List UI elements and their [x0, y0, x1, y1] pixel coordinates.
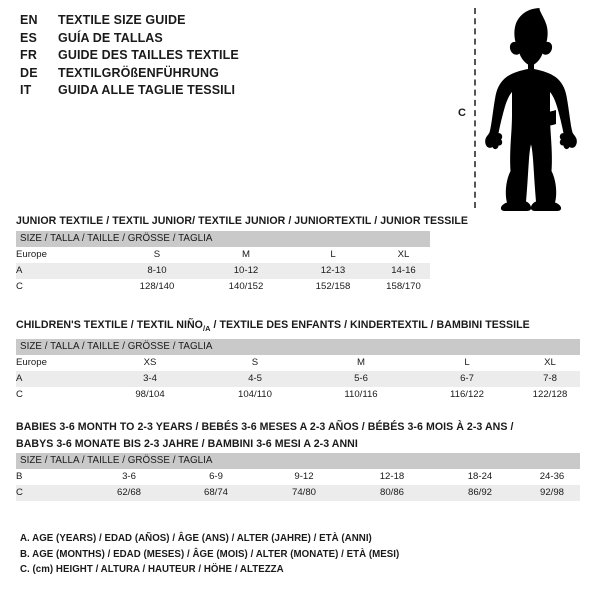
row-label: C	[16, 278, 111, 295]
table-cell: XL	[377, 246, 430, 263]
section-title-children: CHILDREN'S TEXTILE / TEXTIL NIÑO/A / TEX…	[16, 318, 580, 337]
table-cell: 80/86	[348, 485, 436, 501]
table-cell: 5-6	[308, 370, 414, 387]
legend-line-b: B. AGE (MONTHS) / EDAD (MESES) / ÂGE (MO…	[20, 548, 400, 560]
section-title-children-subscript: /A	[202, 324, 211, 334]
table-cell: 140/152	[203, 278, 289, 295]
row-label: A	[16, 370, 98, 387]
language-row-es: ES GUÍA DE TALLAS	[20, 31, 440, 49]
table-cell: 110/116	[308, 386, 414, 403]
section-junior-textile: JUNIOR TEXTILE / TEXTIL JUNIOR/ TEXTILE …	[16, 214, 468, 295]
row-label: Europe	[16, 246, 111, 263]
language-title: GUÍA DE TALLAS	[58, 30, 163, 45]
table-row: C 62/68 68/74 74/80 80/86 86/92 92/98	[16, 485, 580, 501]
table-cell: S	[111, 246, 203, 263]
table-cell: 68/74	[172, 485, 260, 501]
table-cell: XS	[98, 354, 202, 371]
language-title-block: EN TEXTILE SIZE GUIDE ES GUÍA DE TALLAS …	[20, 13, 440, 101]
table-cell: L	[289, 246, 377, 263]
table-cell: 6-9	[172, 469, 260, 485]
table-cell: 24-36	[524, 469, 580, 485]
section-babies-textile: BABIES 3-6 MONTH TO 2-3 YEARS / BEBÉS 3-…	[16, 420, 580, 501]
language-title: GUIDA ALLE TAGLIE TESSILI	[58, 83, 236, 98]
section-title-children-pre: CHILDREN'S TEXTILE / TEXTIL NIÑO	[16, 319, 203, 331]
table-cell: 8-10	[111, 262, 203, 279]
table-cell: 3-6	[86, 469, 172, 485]
table-cell: 152/158	[289, 278, 377, 295]
table-cell: M	[203, 246, 289, 263]
language-row-de: DE TEXTILGRÖßENFÜHRUNG	[20, 66, 440, 84]
language-code: FR	[20, 48, 38, 63]
height-dashed-guide-line	[474, 8, 476, 208]
section-title-junior: JUNIOR TEXTILE / TEXTIL JUNIOR/ TEXTILE …	[16, 215, 469, 227]
row-label: Europe	[16, 354, 98, 371]
babies-size-table: SIZE / TALLA / TAILLE / GRÖSSE / TAGLIA …	[16, 453, 580, 501]
table-cell: 14-16	[377, 262, 430, 279]
language-row-fr: FR GUIDE DES TAILLES TEXTILE	[20, 48, 440, 66]
table-cell: 98/104	[98, 386, 202, 403]
row-label: A	[16, 262, 111, 279]
language-code: IT	[20, 83, 32, 98]
table-cell: 74/80	[260, 485, 348, 501]
table-band-row: SIZE / TALLA / TAILLE / GRÖSSE / TAGLIA	[16, 338, 580, 355]
language-row-it: IT GUIDA ALLE TAGLIE TESSILI	[20, 83, 440, 101]
table-cell: 12-13	[289, 262, 377, 279]
table-cell: 104/110	[202, 386, 308, 403]
legend-line-c: C. (cm) HEIGHT / ALTURA / HAUTEUR / HÖHE…	[20, 564, 284, 575]
measurement-legend: A. AGE (YEARS) / EDAD (AÑOS) / ÂGE (ANS)…	[20, 531, 580, 578]
table-cell: 128/140	[111, 278, 203, 295]
row-label: C	[16, 485, 86, 501]
table-cell: 3-4	[98, 370, 202, 387]
language-title: TEXTILE SIZE GUIDE	[58, 13, 186, 27]
language-code: EN	[20, 13, 38, 27]
table-cell: L	[414, 354, 520, 371]
table-cell: 4-5	[202, 370, 308, 387]
table-row: Europe XS S M L XL	[16, 354, 580, 371]
table-row: C 128/140 140/152 152/158 158/170	[16, 278, 430, 295]
size-band-label: SIZE / TALLA / TAILLE / GRÖSSE / TAGLIA	[16, 230, 430, 247]
table-row: A 3-4 4-5 5-6 6-7 7-8	[16, 370, 580, 387]
row-label: C	[16, 386, 98, 403]
height-measure-label: C	[458, 107, 466, 119]
table-cell: 116/122	[414, 386, 520, 403]
table-cell: 10-12	[203, 262, 289, 279]
children-size-table: SIZE / TALLA / TAILLE / GRÖSSE / TAGLIA …	[16, 338, 580, 403]
language-title: GUIDE DES TAILLES TEXTILE	[58, 48, 239, 63]
table-cell: S	[202, 354, 308, 371]
table-cell: 18-24	[436, 469, 524, 485]
table-row: A 8-10 10-12 12-13 14-16	[16, 262, 430, 279]
size-band-label: SIZE / TALLA / TAILLE / GRÖSSE / TAGLIA	[16, 338, 580, 355]
table-cell: 9-12	[260, 469, 348, 485]
table-row: B 3-6 6-9 9-12 12-18 18-24 24-36	[16, 469, 580, 485]
table-cell: 92/98	[524, 485, 580, 501]
legend-line-a: A. AGE (YEARS) / EDAD (AÑOS) / ÂGE (ANS)…	[20, 533, 372, 544]
table-band-row: SIZE / TALLA / TAILLE / GRÖSSE / TAGLIA	[16, 453, 580, 469]
table-cell: M	[308, 354, 414, 371]
size-band-label: SIZE / TALLA / TAILLE / GRÖSSE / TAGLIA	[16, 453, 580, 469]
table-band-row: SIZE / TALLA / TAILLE / GRÖSSE / TAGLIA	[16, 230, 430, 247]
language-row-en: EN TEXTILE SIZE GUIDE	[20, 13, 440, 31]
section-title-babies-line1: BABIES 3-6 MONTH TO 2-3 YEARS / BEBÉS 3-…	[16, 421, 514, 433]
table-cell: 62/68	[86, 485, 172, 501]
section-title-children-post: / TEXTILE DES ENFANTS / KINDERTEXTIL / B…	[210, 319, 530, 331]
row-label: B	[16, 469, 86, 485]
language-code: DE	[20, 65, 38, 80]
toddler-silhouette-icon	[484, 6, 596, 212]
table-cell: 158/170	[377, 278, 430, 295]
junior-size-table: SIZE / TALLA / TAILLE / GRÖSSE / TAGLIA …	[16, 230, 430, 295]
language-code: ES	[20, 30, 38, 45]
section-title-babies-line2: BABYS 3-6 MONATE BIS 2-3 JAHRE / BAMBINI…	[16, 437, 358, 450]
language-title: TEXTILGRÖßENFÜHRUNG	[58, 65, 219, 80]
height-measurement-diagram: C	[440, 4, 600, 214]
table-cell: 7-8	[520, 370, 580, 387]
table-row: Europe S M L XL	[16, 246, 430, 263]
section-childrens-textile: CHILDREN'S TEXTILE / TEXTIL NIÑO/A / TEX…	[16, 318, 580, 403]
table-cell: XL	[520, 354, 580, 371]
table-cell: 6-7	[414, 370, 520, 387]
table-cell: 86/92	[436, 485, 524, 501]
table-cell: 12-18	[348, 469, 436, 485]
table-cell: 122/128	[520, 386, 580, 403]
table-row: C 98/104 104/110 110/116 116/122 122/128	[16, 386, 580, 403]
